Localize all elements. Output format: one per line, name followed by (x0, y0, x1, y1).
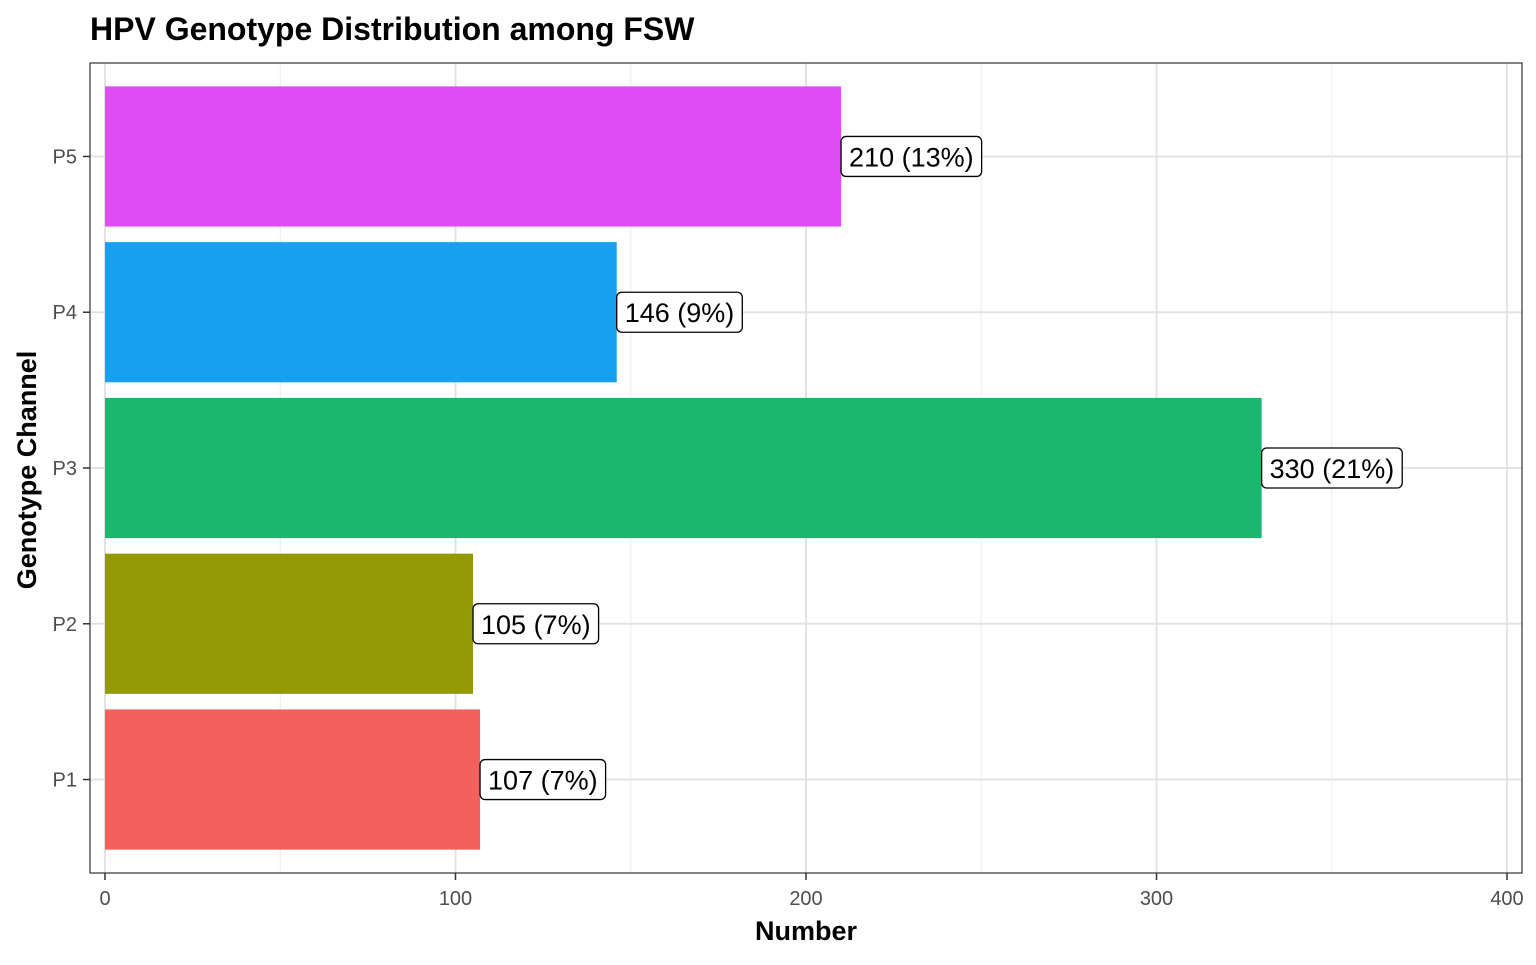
data-label-text: 330 (21%) (1270, 454, 1395, 484)
x-axis-title: Number (755, 916, 858, 946)
data-label-box (840, 135, 983, 178)
bar-p4 (105, 242, 617, 383)
bar-p2 (105, 553, 474, 694)
chart-title: HPV Genotype Distribution among FSW (90, 11, 695, 47)
data-label-p5: 210 (13%) (840, 135, 983, 178)
data-label-p2: 105 (7%) (472, 603, 600, 645)
data-label-p1: 107 (7%) (479, 758, 607, 801)
data-label-text: 210 (13%) (849, 142, 974, 172)
x-tick-label: 0 (99, 888, 110, 910)
y-axis-title: Genotype Channel (12, 351, 42, 590)
bar-p1 (105, 709, 481, 850)
data-label-text: 146 (9%) (625, 298, 735, 328)
data-label-p4: 146 (9%) (616, 291, 743, 333)
x-tick-label: 300 (1140, 888, 1173, 910)
data-label-box (616, 291, 743, 333)
x-tick-label: 200 (789, 888, 822, 910)
y-tick-label: P1 (53, 770, 77, 792)
data-label-text: 105 (7%) (481, 610, 591, 640)
bar-p3 (105, 397, 1262, 539)
y-tick-label: P5 (53, 146, 77, 168)
x-tick-label: 400 (1490, 888, 1523, 910)
data-label-p3: 330 (21%) (1261, 447, 1403, 489)
data-label-box (472, 603, 600, 645)
data-label-box (1261, 447, 1403, 489)
x-tick-label: 100 (439, 888, 472, 910)
bar-p5 (105, 86, 842, 227)
y-tick-label: P2 (53, 614, 77, 636)
y-tick-label: P4 (53, 302, 77, 324)
axes: 0 100 200 300 400 P1 P2 P3 P4 P5 (53, 146, 1524, 910)
data-label-text: 107 (7%) (488, 766, 598, 796)
y-tick-label: P3 (53, 458, 77, 480)
data-labels: 107 (7%) 105 (7%) 330 (21%) 146 (9%) 210 (13… (472, 135, 1403, 801)
bars (105, 86, 1262, 850)
data-label-box (479, 758, 607, 801)
